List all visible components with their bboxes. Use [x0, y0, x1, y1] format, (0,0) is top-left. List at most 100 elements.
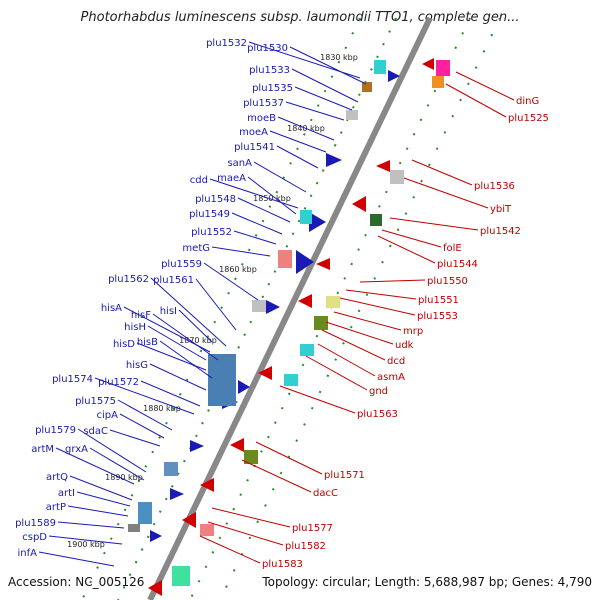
- gene-label-plu1572[interactable]: plu1572: [98, 377, 139, 388]
- gene-label-plu1559[interactable]: plu1559: [161, 259, 202, 270]
- gene-label-folE[interactable]: folE: [443, 243, 462, 254]
- gene-label-plu1562[interactable]: plu1562: [108, 274, 149, 285]
- gene-label-plu1533[interactable]: plu1533: [249, 65, 290, 76]
- gene-block[interactable]: [390, 170, 404, 184]
- gene-arrow-forward[interactable]: [190, 440, 204, 452]
- gene-label-hisH[interactable]: hisH: [124, 322, 146, 333]
- gene-label-plu1544[interactable]: plu1544: [437, 259, 478, 270]
- gene-label-plu1551[interactable]: plu1551: [418, 295, 459, 306]
- gene-label-plu1582[interactable]: plu1582: [285, 541, 326, 552]
- gene-label-plu1589[interactable]: plu1589: [15, 518, 56, 529]
- gene-label-hisD[interactable]: hisD: [113, 339, 135, 350]
- gene-block[interactable]: [314, 316, 328, 330]
- gene-label-hisB[interactable]: hisB: [137, 337, 158, 348]
- gene-arrow-forward[interactable]: [266, 300, 280, 314]
- gene-label-plu1525[interactable]: plu1525: [508, 113, 549, 124]
- gene-block[interactable]: [208, 354, 236, 406]
- gene-arrow-reverse[interactable]: [316, 258, 330, 270]
- gene-arrow-forward[interactable]: [238, 380, 250, 394]
- gene-label-maeA[interactable]: maeA: [217, 173, 246, 184]
- gene-block[interactable]: [252, 300, 266, 312]
- gene-block[interactable]: [326, 296, 340, 308]
- gene-label-plu1549[interactable]: plu1549: [189, 209, 230, 220]
- gene-label-plu1579[interactable]: plu1579: [35, 425, 76, 436]
- gene-block[interactable]: [138, 502, 152, 524]
- gene-block[interactable]: [244, 450, 258, 464]
- gene-arrow-reverse[interactable]: [148, 580, 162, 596]
- gene-label-plu1550[interactable]: plu1550: [427, 276, 468, 287]
- gene-label-dcd[interactable]: dcd: [387, 356, 405, 367]
- gene-arrow-reverse[interactable]: [298, 294, 312, 308]
- gene-label-artP[interactable]: artP: [46, 502, 66, 513]
- gene-label-plu1575[interactable]: plu1575: [75, 396, 116, 407]
- gene-label-artM[interactable]: artM: [31, 444, 54, 455]
- gene-label-sanA[interactable]: sanA: [227, 158, 252, 169]
- gene-label-plu1542[interactable]: plu1542: [480, 226, 521, 237]
- gene-label-plu1532[interactable]: plu1532: [206, 38, 247, 49]
- gene-arrow-reverse[interactable]: [200, 478, 214, 492]
- gene-block[interactable]: [300, 210, 312, 224]
- gene-label-asmA[interactable]: asmA: [377, 372, 405, 383]
- gene-label-plu1571[interactable]: plu1571: [324, 470, 365, 481]
- gene-label-plu1577[interactable]: plu1577: [292, 523, 333, 534]
- gene-arrow-reverse[interactable]: [258, 366, 272, 380]
- gene-label-sdaC[interactable]: sdaC: [83, 426, 108, 437]
- gene-label-moeA[interactable]: moeA: [239, 127, 268, 138]
- gene-block[interactable]: [200, 524, 214, 536]
- gene-arrow-reverse[interactable]: [352, 196, 366, 212]
- gene-label-artI[interactable]: artI: [58, 488, 75, 499]
- gene-label-plu1583[interactable]: plu1583: [262, 559, 303, 570]
- gene-block[interactable]: [374, 60, 386, 74]
- gene-label-hisI[interactable]: hisI: [160, 306, 177, 317]
- gene-label-cipA[interactable]: cipA: [97, 410, 119, 421]
- gene-block[interactable]: [346, 110, 358, 120]
- gene-block[interactable]: [432, 76, 444, 88]
- gene-label-moeB[interactable]: moeB: [247, 113, 276, 124]
- gene-block[interactable]: [362, 82, 372, 92]
- gene-label-dacC[interactable]: dacC: [313, 488, 338, 499]
- gene-label-cdd[interactable]: cdd: [190, 175, 208, 186]
- gene-label-mrp[interactable]: mrp: [403, 326, 423, 337]
- gene-label-hisF[interactable]: hisF: [131, 310, 151, 321]
- gene-label-plu1535[interactable]: plu1535: [252, 83, 293, 94]
- gene-label-gnd[interactable]: gnd: [369, 386, 388, 397]
- gene-label-cspD[interactable]: cspD: [22, 532, 47, 543]
- gene-label-plu1541[interactable]: plu1541: [234, 142, 275, 153]
- gene-label-grxA[interactable]: grxA: [65, 444, 88, 455]
- gene-block[interactable]: [284, 374, 298, 386]
- gene-label-hisG[interactable]: hisG: [126, 360, 148, 371]
- gene-label-metG[interactable]: metG: [182, 243, 210, 254]
- gene-arrow-reverse[interactable]: [182, 512, 196, 528]
- gene-arrow-reverse[interactable]: [230, 438, 244, 452]
- gene-arrow-forward[interactable]: [150, 530, 162, 542]
- gene-block[interactable]: [172, 566, 190, 586]
- gene-arrow-reverse[interactable]: [422, 58, 434, 70]
- gene-label-plu1537[interactable]: plu1537: [243, 98, 284, 109]
- gene-block[interactable]: [278, 250, 292, 268]
- gene-block[interactable]: [436, 60, 450, 76]
- gene-arrow-forward[interactable]: [326, 153, 342, 167]
- gene-label-hisA[interactable]: hisA: [101, 303, 122, 314]
- gene-label-ybiT[interactable]: ybiT: [490, 204, 512, 215]
- gene-label-plu1561[interactable]: plu1561: [153, 275, 194, 286]
- gene-arrow-forward[interactable]: [170, 488, 184, 500]
- gene-label-plu1553[interactable]: plu1553: [417, 311, 458, 322]
- gene-label-infA[interactable]: infA: [18, 548, 38, 559]
- gene-label-plu1563[interactable]: plu1563: [357, 409, 398, 420]
- gene-label-plu1536[interactable]: plu1536: [474, 181, 515, 192]
- gene-label-dinG[interactable]: dinG: [516, 96, 539, 107]
- gene-label-udk[interactable]: udk: [395, 340, 414, 351]
- gene-label-plu1552[interactable]: plu1552: [191, 227, 232, 238]
- gene-arrow-forward[interactable]: [309, 212, 326, 232]
- gene-block[interactable]: [128, 524, 140, 532]
- gene-arrow-reverse[interactable]: [376, 160, 390, 172]
- gene-block[interactable]: [164, 462, 178, 476]
- gene-label-plu1548[interactable]: plu1548: [195, 194, 236, 205]
- gene-block[interactable]: [300, 344, 314, 356]
- gene-label-plu1530[interactable]: plu1530: [247, 43, 288, 54]
- gene-label-plu1574[interactable]: plu1574: [52, 374, 93, 385]
- gene-label-artQ[interactable]: artQ: [46, 472, 68, 483]
- gene-arrow-forward[interactable]: [296, 250, 314, 274]
- gene-arrow-forward[interactable]: [388, 70, 400, 82]
- gene-block[interactable]: [370, 214, 382, 226]
